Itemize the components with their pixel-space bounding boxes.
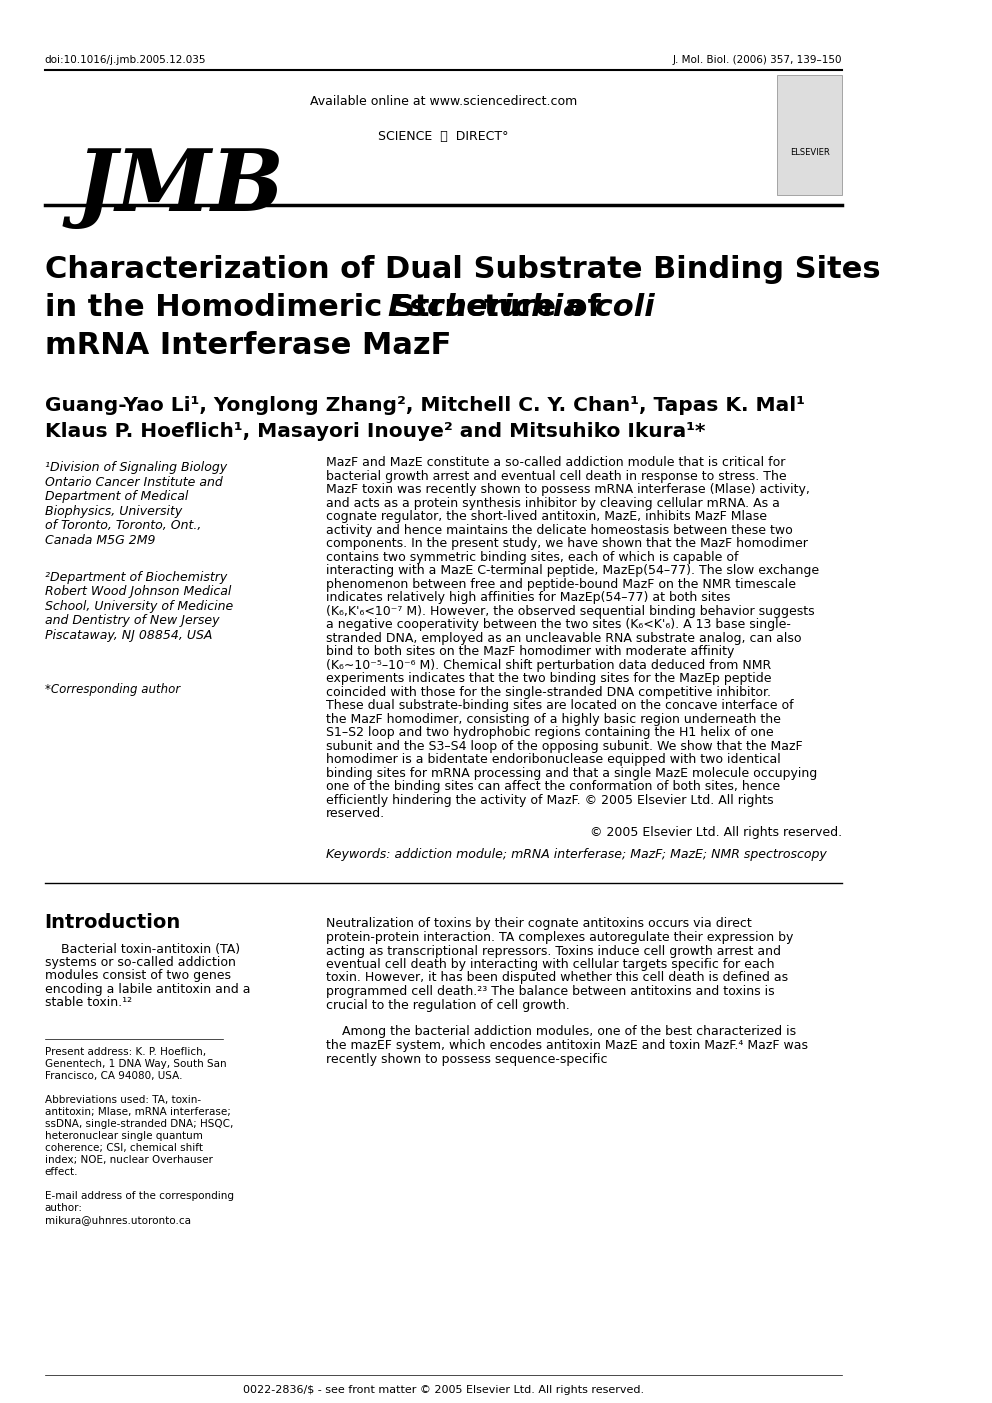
Text: Keywords: addiction module; mRNA interferase; MazF; MazE; NMR spectroscopy: Keywords: addiction module; mRNA interfe… [326,847,827,860]
Text: coherence; CSI, chemical shift: coherence; CSI, chemical shift [45,1143,202,1153]
Text: Neutralization of toxins by their cognate antitoxins occurs via direct: Neutralization of toxins by their cognat… [326,918,752,930]
Text: systems or so-called addiction: systems or so-called addiction [45,955,235,969]
Text: the mazEF system, which encodes antitoxin MazE and toxin MazF.⁴ MazF was: the mazEF system, which encodes antitoxi… [326,1040,808,1052]
Text: modules consist of two genes: modules consist of two genes [45,969,231,982]
Text: mikura@uhnres.utoronto.ca: mikura@uhnres.utoronto.ca [45,1215,190,1225]
Text: Introduction: Introduction [45,912,181,932]
Text: interacting with a MazE C-terminal peptide, MazEp(54–77). The slow exchange: interacting with a MazE C-terminal pepti… [326,564,819,577]
Text: indicates relatively high affinities for MazEp(54–77) at both sites: indicates relatively high affinities for… [326,591,730,605]
Text: MazF and MazE constitute a so-called addiction module that is critical for: MazF and MazE constitute a so-called add… [326,456,786,469]
Text: reserved.: reserved. [326,807,385,819]
Text: activity and hence maintains the delicate homeostasis between these two: activity and hence maintains the delicat… [326,523,793,536]
Text: Biophysics, University: Biophysics, University [45,505,182,518]
Text: antitoxin; Mlase, mRNA interferase;: antitoxin; Mlase, mRNA interferase; [45,1107,230,1117]
Text: ²Department of Biochemistry: ²Department of Biochemistry [45,571,227,584]
Text: in the Homodimeric Structure of: in the Homodimeric Structure of [45,293,611,323]
Text: contains two symmetric binding sites, each of which is capable of: contains two symmetric binding sites, ea… [326,550,739,564]
Text: (K₆∼10⁻⁵–10⁻⁶ M). Chemical shift perturbation data deduced from NMR: (K₆∼10⁻⁵–10⁻⁶ M). Chemical shift perturb… [326,658,772,672]
Text: Department of Medical: Department of Medical [45,490,188,504]
Text: J. Mol. Biol. (2006) 357, 139–150: J. Mol. Biol. (2006) 357, 139–150 [673,55,842,65]
Text: Francisco, CA 94080, USA.: Francisco, CA 94080, USA. [45,1070,183,1080]
Text: Present address: K. P. Hoeflich,: Present address: K. P. Hoeflich, [45,1047,205,1056]
Text: encoding a labile antitoxin and a: encoding a labile antitoxin and a [45,984,250,996]
Text: protein-protein interaction. TA complexes autoregulate their expression by: protein-protein interaction. TA complexe… [326,932,794,944]
Text: MazF toxin was recently shown to possess mRNA interferase (Mlase) activity,: MazF toxin was recently shown to possess… [326,483,810,497]
Text: Genentech, 1 DNA Way, South San: Genentech, 1 DNA Way, South San [45,1059,226,1069]
Text: Among the bacterial addiction modules, one of the best characterized is: Among the bacterial addiction modules, o… [326,1026,797,1038]
Text: bacterial growth arrest and eventual cell death in response to stress. The: bacterial growth arrest and eventual cel… [326,470,787,483]
Text: homodimer is a bidentate endoribonuclease equipped with two identical: homodimer is a bidentate endoribonucleas… [326,753,781,766]
Text: Guang-Yao Li¹, Yonglong Zhang², Mitchell C. Y. Chan¹, Tapas K. Mal¹: Guang-Yao Li¹, Yonglong Zhang², Mitchell… [45,396,805,415]
Text: Bacterial toxin-antitoxin (TA): Bacterial toxin-antitoxin (TA) [45,943,240,955]
Text: Klaus P. Hoeflich¹, Masayori Inouye² and Mitsuhiko Ikura¹*: Klaus P. Hoeflich¹, Masayori Inouye² and… [45,422,705,441]
Text: Escherichia coli: Escherichia coli [388,293,655,323]
Text: Ontario Cancer Institute and: Ontario Cancer Institute and [45,476,222,488]
Text: These dual substrate-binding sites are located on the concave interface of: These dual substrate-binding sites are l… [326,699,794,711]
Text: (K₆,K'₆<10⁻⁷ M). However, the observed sequential binding behavior suggests: (K₆,K'₆<10⁻⁷ M). However, the observed s… [326,605,814,617]
Text: binding sites for mRNA processing and that a single MazE molecule occupying: binding sites for mRNA processing and th… [326,766,817,780]
Text: coincided with those for the single-stranded DNA competitive inhibitor.: coincided with those for the single-stra… [326,686,771,699]
Text: cognate regulator, the short-lived antitoxin, MazE, inhibits MazF Mlase: cognate regulator, the short-lived antit… [326,511,767,523]
Text: components. In the present study, we have shown that the MazF homodimer: components. In the present study, we hav… [326,537,808,550]
Text: S1–S2 loop and two hydrophobic regions containing the H1 helix of one: S1–S2 loop and two hydrophobic regions c… [326,725,774,739]
Text: *Corresponding author: *Corresponding author [45,683,180,696]
Text: SCIENCE  ⓐ  DIRECT°: SCIENCE ⓐ DIRECT° [378,130,509,143]
Text: eventual cell death by interacting with cellular targets specific for each: eventual cell death by interacting with … [326,958,775,971]
Text: one of the binding sites can affect the conformation of both sites, hence: one of the binding sites can affect the … [326,780,781,793]
Text: a negative cooperativity between the two sites (K₆<K'₆). A 13 base single-: a negative cooperativity between the two… [326,617,791,631]
Text: JMB: JMB [76,145,285,229]
Text: recently shown to possess sequence-specific: recently shown to possess sequence-speci… [326,1052,608,1065]
Text: crucial to the regulation of cell growth.: crucial to the regulation of cell growth… [326,999,570,1012]
Text: experiments indicates that the two binding sites for the MazEp peptide: experiments indicates that the two bindi… [326,672,772,685]
Text: subunit and the S3–S4 loop of the opposing subunit. We show that the MazF: subunit and the S3–S4 loop of the opposi… [326,739,803,752]
Text: Canada M5G 2M9: Canada M5G 2M9 [45,533,155,547]
Text: ssDNA, single-stranded DNA; HSQC,: ssDNA, single-stranded DNA; HSQC, [45,1120,233,1129]
Text: index; NOE, nuclear Overhauser: index; NOE, nuclear Overhauser [45,1155,212,1164]
Text: the MazF homodimer, consisting of a highly basic region underneath the: the MazF homodimer, consisting of a high… [326,713,781,725]
Text: doi:10.1016/j.jmb.2005.12.035: doi:10.1016/j.jmb.2005.12.035 [45,55,206,65]
Text: School, University of Medicine: School, University of Medicine [45,599,233,613]
Text: mRNA Interferase MazF: mRNA Interferase MazF [45,331,451,361]
Text: stranded DNA, employed as an uncleavable RNA substrate analog, can also: stranded DNA, employed as an uncleavable… [326,631,802,644]
Text: and Dentistry of New Jersey: and Dentistry of New Jersey [45,615,219,627]
Text: author:: author: [45,1202,82,1214]
Text: Characterization of Dual Substrate Binding Sites: Characterization of Dual Substrate Bindi… [45,255,880,283]
Text: Available online at www.sciencedirect.com: Available online at www.sciencedirect.co… [310,95,576,108]
Text: toxin. However, it has been disputed whether this cell death is defined as: toxin. However, it has been disputed whe… [326,971,789,985]
Text: effect.: effect. [45,1167,78,1177]
Text: ELSEVIER: ELSEVIER [790,147,829,157]
Text: acting as transcriptional repressors. Toxins induce cell growth arrest and: acting as transcriptional repressors. To… [326,944,781,957]
Text: E-mail address of the corresponding: E-mail address of the corresponding [45,1191,234,1201]
Text: Abbreviations used: TA, toxin-: Abbreviations used: TA, toxin- [45,1094,200,1106]
Text: of Toronto, Toronto, Ont.,: of Toronto, Toronto, Ont., [45,519,201,532]
Text: phenomenon between free and peptide-bound MazF on the NMR timescale: phenomenon between free and peptide-boun… [326,578,797,591]
Text: Piscataway, NJ 08854, USA: Piscataway, NJ 08854, USA [45,629,212,641]
Text: Robert Wood Johnson Medical: Robert Wood Johnson Medical [45,585,231,598]
Bar [778,74,842,195]
Text: programmed cell death.²³ The balance between antitoxins and toxins is: programmed cell death.²³ The balance bet… [326,985,775,998]
Text: © 2005 Elsevier Ltd. All rights reserved.: © 2005 Elsevier Ltd. All rights reserved… [589,825,842,839]
Text: bind to both sites on the MazF homodimer with moderate affinity: bind to both sites on the MazF homodimer… [326,645,734,658]
Text: heteronuclear single quantum: heteronuclear single quantum [45,1131,202,1141]
Text: 0022-2836/$ - see front matter © 2005 Elsevier Ltd. All rights reserved.: 0022-2836/$ - see front matter © 2005 El… [243,1385,644,1395]
Text: efficiently hindering the activity of MazF. © 2005 Elsevier Ltd. All rights: efficiently hindering the activity of Ma… [326,794,774,807]
Text: and acts as a protein synthesis inhibitor by cleaving cellular mRNA. As a: and acts as a protein synthesis inhibito… [326,497,780,509]
Text: ¹Division of Signaling Biology: ¹Division of Signaling Biology [45,462,227,474]
Text: stable toxin.¹²: stable toxin.¹² [45,996,132,1010]
